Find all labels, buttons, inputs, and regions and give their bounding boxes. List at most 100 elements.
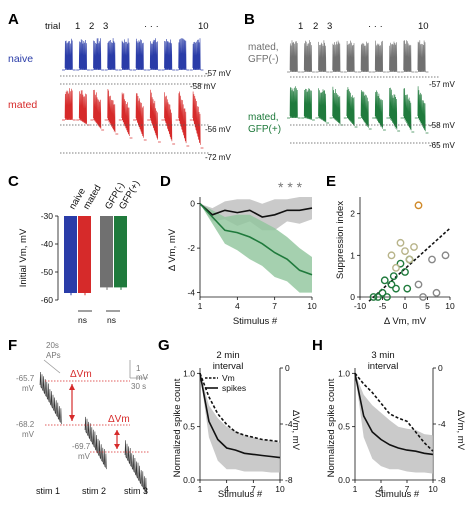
trace-naive-train-4: [107, 38, 116, 71]
panel-label-e: E: [326, 173, 336, 190]
h-title-2: interval: [368, 361, 399, 372]
trace-gfp-pos-train-4: [332, 86, 341, 125]
f-delta-label-2: ΔVm: [108, 414, 130, 425]
trace-naive-train-1: [64, 38, 73, 71]
g-y-tick-label-right-1: 0: [285, 363, 290, 373]
panel-label-a: A: [8, 11, 19, 28]
c-ylabel: Initial Vm, mV: [18, 228, 29, 287]
f-scale-aps-1: 20s: [46, 341, 59, 350]
mv-mated-1: -56 mV: [205, 125, 231, 134]
g-x-tick-label-4: 10: [275, 484, 285, 494]
f-scale-mv-2: mV: [136, 373, 149, 382]
traces-gfp-neg: [287, 40, 429, 73]
d-x-tick-label-4: 10: [307, 301, 317, 311]
mv-gfp-neg: -57 mV: [429, 80, 455, 89]
e-x-tick-label-5: 10: [445, 301, 455, 311]
d-x-tick-label-1: 1: [198, 301, 203, 311]
trace-gfp-neg-train-1: [289, 40, 298, 73]
e-xlabel: Δ Vm, mV: [384, 316, 427, 327]
g-legend-spikes: spikes: [222, 383, 246, 393]
trace-gfp-pos-train-3: [318, 88, 327, 123]
e-point-3-5: [414, 280, 423, 289]
d-y-tick-label-1: 0: [190, 199, 195, 209]
trace-gfp-neg-train-9: [403, 40, 412, 73]
e-plot: -10 -5 0 5 10 0 1 2: [350, 197, 455, 311]
e-point-2-5: [392, 263, 400, 272]
b-trial-num-2: 2: [313, 21, 318, 32]
d-xlabel: Stimulus #: [233, 316, 278, 327]
c-bars: [64, 216, 127, 296]
traces-gfp-pos: [287, 86, 429, 134]
e-point-1-11: [403, 284, 412, 293]
d-band-2: [200, 203, 312, 293]
condition-label-gfp-neg-1: mated,: [248, 42, 279, 53]
trace-naive-train-6: [135, 38, 144, 71]
trace-naive-train-7: [149, 38, 158, 71]
mv-gfp-pos-1: -58 mV: [429, 121, 455, 130]
e-point-3-3: [419, 293, 427, 301]
panel-g: G 2 min interval 1 4 7 10 1.0 0.5 0.0 0 -4 -8 Nor…: [158, 337, 301, 500]
trace-mated-train-6: [135, 93, 144, 138]
h-series-2: [354, 373, 434, 456]
panel-label-c: C: [8, 173, 19, 190]
f-scale-pointer: [43, 359, 61, 374]
d-significance-stars: * * *: [278, 179, 303, 195]
mv-naive-1: -57 mV: [205, 69, 231, 78]
trace-gfp-pos-train-1: [289, 86, 298, 119]
f-stim-3: stim 3: [124, 486, 148, 496]
f-arrowhead-2a: [114, 430, 120, 435]
trace-gfp-pos-train-10: [417, 86, 426, 132]
f-vm2-b: mV: [22, 430, 35, 439]
panel-f: F 20s APs 1 mV 30 s -65.7 mV -68.2 mV -6…: [8, 337, 150, 496]
f-vm1-a: -65.7: [16, 374, 35, 383]
g-legend-vm: Vm: [222, 373, 235, 383]
d-y-tick-label-2: -2: [187, 243, 195, 253]
f-trace-2: [84, 416, 107, 470]
c-bar-4: [114, 216, 127, 288]
panel-e: E -10 -5 0 5 10 0 1 2 Suppression index Δ Vm, m…: [326, 173, 455, 327]
g-x-tick-label-1: 1: [198, 484, 203, 494]
panel-h: H 3 min interval 1 4 7 10 1.0 0.5 0.0 0 -4 -8 Nor…: [312, 337, 466, 500]
f-stim-1: stim 1: [36, 486, 60, 496]
trace-gfp-pos-train-2: [303, 88, 312, 120]
e-y-tick-label-2: 1: [350, 250, 355, 260]
e-x-tick-label-4: 5: [425, 301, 430, 311]
trace-mated-train-5: [121, 92, 130, 137]
h-x-tick-label-2: 4: [379, 484, 384, 494]
g-title-1: 2 min: [216, 350, 239, 361]
f-delta-label-1: ΔVm: [70, 369, 92, 380]
e-point-3-4: [432, 288, 441, 297]
e-y-tick-label-1: 0: [350, 292, 355, 302]
condition-label-naive: naive: [8, 53, 33, 65]
e-point-1-7: [401, 268, 409, 276]
f-trace-1: [39, 371, 62, 425]
trace-gfp-neg-train-10: [417, 40, 426, 73]
panel-a: A trial 1 2 3 · · · 10 naive mated -57 m…: [8, 11, 231, 162]
g-y-tick-label-3: 0.0: [183, 475, 195, 485]
b-trial-num-1: 1: [298, 21, 303, 32]
trace-mated-train-8: [164, 92, 173, 142]
f-traces: [39, 371, 147, 495]
g-x-tick-label-2: 4: [224, 484, 229, 494]
g-band-2: [200, 373, 280, 473]
f-stim-2: stim 2: [82, 486, 106, 496]
traces-naive: [62, 38, 204, 71]
c-y-tick-label-2: -40: [41, 239, 54, 249]
g-ylabel-right: ΔVm, mV: [290, 410, 301, 451]
h-y-tick-label-right-1: 0: [438, 363, 443, 373]
h-series-1: [354, 372, 434, 452]
d-series-2: [199, 203, 313, 276]
d-x-tick-label-3: 7: [272, 301, 277, 311]
e-point-1-3: [383, 293, 391, 301]
g-y-tick-label-2: 0.5: [183, 422, 195, 432]
g-series-1: [199, 373, 281, 443]
h-ylabel-right: ΔVm, mV: [455, 410, 466, 451]
e-ylabel: Suppression index: [335, 201, 346, 279]
e-fit-line: [368, 227, 451, 302]
f-arrowhead-1a: [69, 384, 75, 390]
e-x-tick-label-2: -5: [379, 301, 387, 311]
e-point-3-1: [428, 255, 436, 264]
h-plot: 1 4 7 10 1.0 0.5 0.0 0 -4 -8: [338, 363, 446, 494]
h-y-tick-label-right-2: -4: [438, 419, 446, 429]
